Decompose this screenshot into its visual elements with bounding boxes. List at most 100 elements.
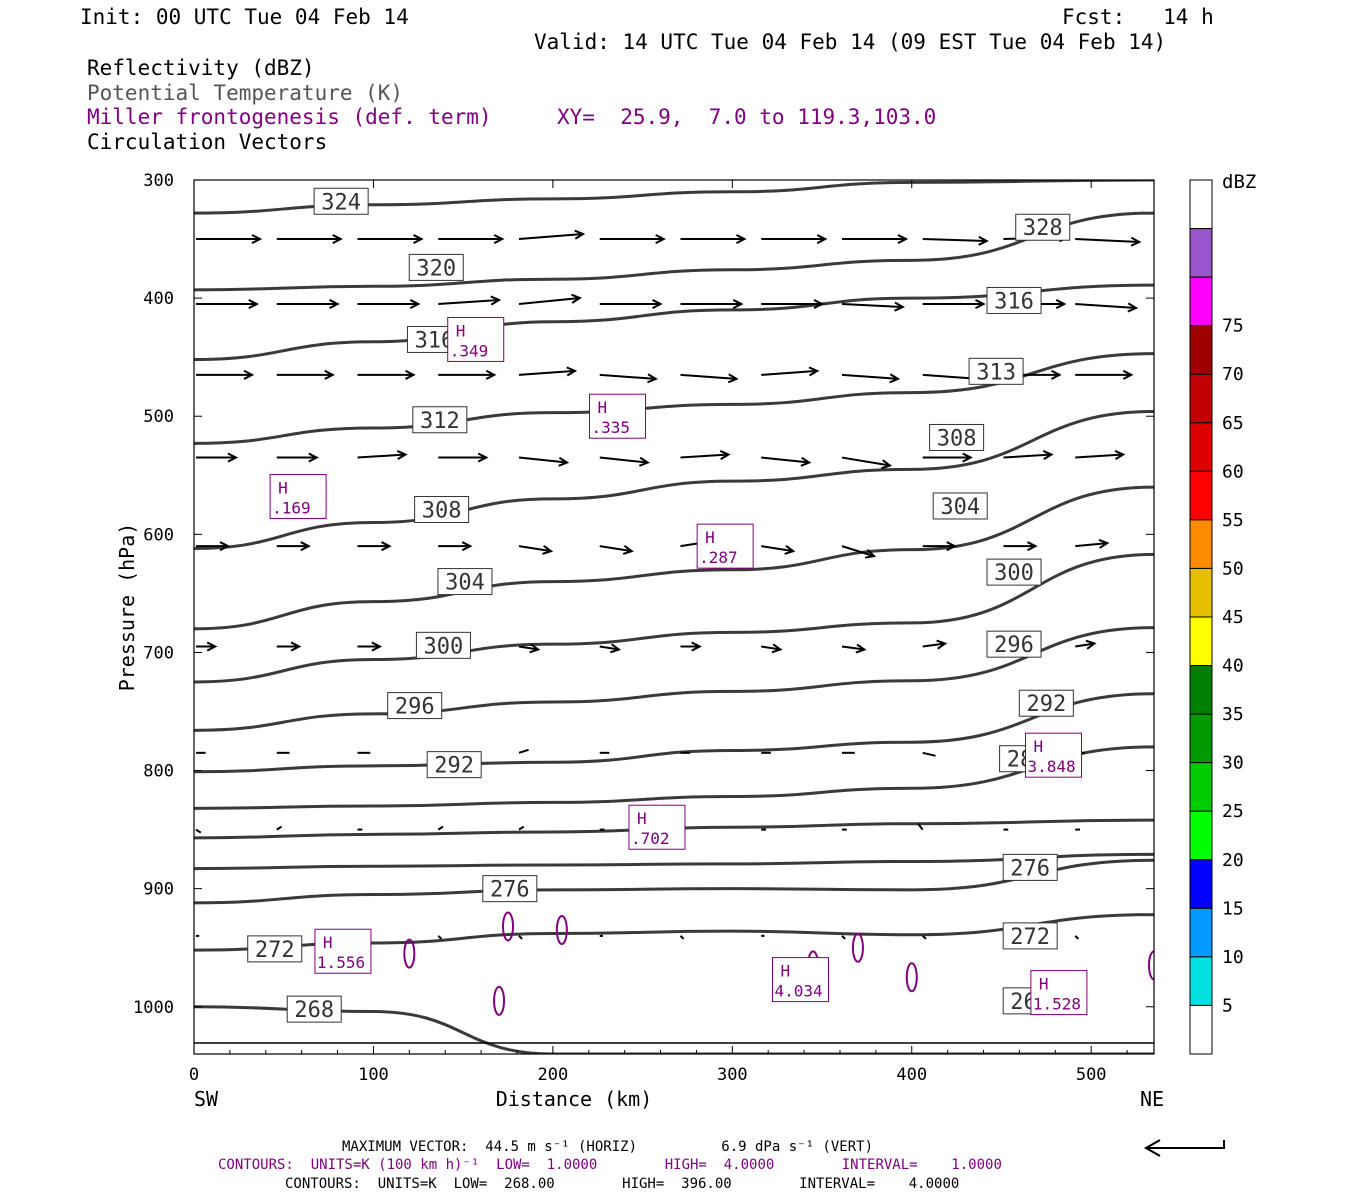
theta-label: 276 (1010, 856, 1050, 881)
colorbar-level: 45 (1222, 607, 1244, 628)
colorbar-segment (1189, 616, 1213, 667)
colorbar-level: 35 (1222, 704, 1244, 725)
circulation-vector (917, 822, 924, 831)
forecast-hour: Fcst: 14 h (1062, 5, 1214, 29)
vector-arrowhead (227, 452, 239, 463)
theta-label: 292 (434, 754, 474, 779)
y-tick-label: 300 (143, 171, 174, 191)
colorbar-segment (1189, 373, 1213, 424)
colorbar-segment (1189, 1004, 1213, 1055)
contour-labels: 324 320 316 312 308 304 300 296 292 276 272 268 328 3… (247, 187, 1088, 1023)
colorbar-segment (1189, 228, 1213, 278)
vector-arrowhead (206, 641, 218, 652)
vector-arrowhead (808, 366, 820, 377)
frontogenesis-max-box (1025, 732, 1083, 778)
vector-arrowhead (732, 299, 744, 309)
vector-arrowhead (566, 366, 578, 377)
colorbar-segment (1189, 276, 1213, 327)
frontogenesis-max-box (772, 957, 830, 1003)
x-axis-label: Distance (km) (496, 1087, 653, 1111)
frontogenesis-max-letter: H (781, 962, 791, 981)
theta-label-box (1002, 853, 1058, 881)
theta-label: 304 (445, 571, 485, 596)
contours-theta-note: CONTOURS: UNITS=K LOW= 268.00 HIGH= 396.… (285, 1176, 960, 1192)
y-tick-label: 700 (143, 643, 174, 663)
vector-arrowhead (1098, 538, 1110, 549)
x-tick-label: 300 (717, 1065, 748, 1085)
vector-arrowhead (219, 541, 231, 552)
theta-label-box (437, 568, 493, 596)
theta-contour-292 (194, 692, 1154, 774)
field-reflectivity: Reflectivity (dBZ) (87, 56, 315, 80)
colorbar-segment (1189, 325, 1213, 375)
circulation-vector (437, 825, 444, 831)
vector-arrowhead (461, 541, 473, 552)
field-frontogenesis: Miller frontogenesis (def. term) (87, 105, 492, 129)
vector-arrowhead (975, 299, 986, 309)
vector-arrowhead (719, 450, 731, 460)
vector-arrowhead (881, 459, 893, 470)
y-tick-label: 500 (143, 407, 174, 427)
theta-contour-316 (194, 283, 1154, 362)
theta-label-box (387, 692, 443, 720)
vector-arrowhead (655, 234, 666, 245)
circulation-vector (841, 456, 891, 467)
vector-arrowhead (1122, 369, 1134, 380)
circulation-vector (1075, 238, 1140, 244)
vector-arrowhead (413, 234, 424, 245)
colorbar-level: 5 (1222, 995, 1233, 1016)
frontogenesis-max-letter: H (1039, 975, 1049, 994)
frontogenesis-max-value: .287 (699, 548, 738, 567)
vector-arrowhead (558, 456, 570, 467)
vector-arrowhead (490, 295, 502, 306)
theta-label: 308 (422, 499, 462, 524)
circulation-vector (761, 545, 794, 553)
colorbar-segment (1189, 956, 1213, 1006)
vector-arrowhead (493, 234, 505, 245)
vector-arrowhead (248, 299, 260, 309)
circulation-vector (761, 456, 810, 464)
frontogenesis-max-letter: H (456, 321, 466, 340)
vector-arrowhead (243, 369, 255, 380)
colorbar-level: 10 (1222, 947, 1244, 968)
circulation-vector (680, 453, 729, 459)
colorbar-segment (1189, 810, 1213, 861)
frontogenesis-max-value: 1.556 (317, 953, 365, 972)
circulation-vector (1075, 453, 1124, 459)
colorbar-segment (1189, 519, 1213, 569)
contours-frontogenesis-note: CONTOURS: UNITS=K (100 km h)⁻¹ LOW= 1.00… (218, 1157, 1002, 1173)
circulation-vector (922, 751, 936, 757)
colorbar-level: 20 (1222, 850, 1244, 871)
theta-contour-304 (194, 485, 1154, 631)
vector-arrowhead (1130, 236, 1142, 247)
vector-arrowhead (622, 545, 634, 555)
circulation-vector (437, 935, 443, 940)
frontogenesis-max-value: .335 (591, 418, 630, 437)
vector-arrowhead (855, 643, 867, 654)
vector-arrowhead (610, 643, 622, 654)
frontogenesis-contour (502, 911, 515, 942)
theta-label-box (482, 875, 538, 903)
circulation-vector (922, 642, 946, 648)
theta-label-box (986, 630, 1042, 658)
axes: 300 400 500 600 700 800 900 1000 0 100 200 300 400 50… (115, 171, 1164, 1111)
vector-arrowhead (290, 641, 302, 652)
frontogenesis-max-value: .702 (631, 829, 670, 848)
frontogenesis-max-letter: H (637, 809, 647, 828)
reference-vector-head (1143, 1139, 1161, 1157)
frontogenesis-max-letter: H (278, 479, 288, 498)
vector-arrowhead (638, 456, 650, 467)
field-potential-temperature: Potential Temperature (K) (87, 81, 404, 105)
colorbar-segment (1189, 762, 1213, 812)
circulation-vector (599, 645, 620, 651)
vector-arrowhead (251, 234, 263, 245)
theta-label-box (247, 935, 303, 963)
vector-arrowhead (324, 369, 335, 380)
circulation-vector (599, 456, 648, 464)
theta-label-box (1002, 922, 1058, 950)
circulation-vector (518, 645, 539, 651)
circulation-vector (276, 825, 283, 831)
frontogenesis-max-value: .169 (272, 499, 311, 518)
vector-arrowhead (936, 639, 948, 650)
theta-label: 292 (1026, 692, 1066, 717)
